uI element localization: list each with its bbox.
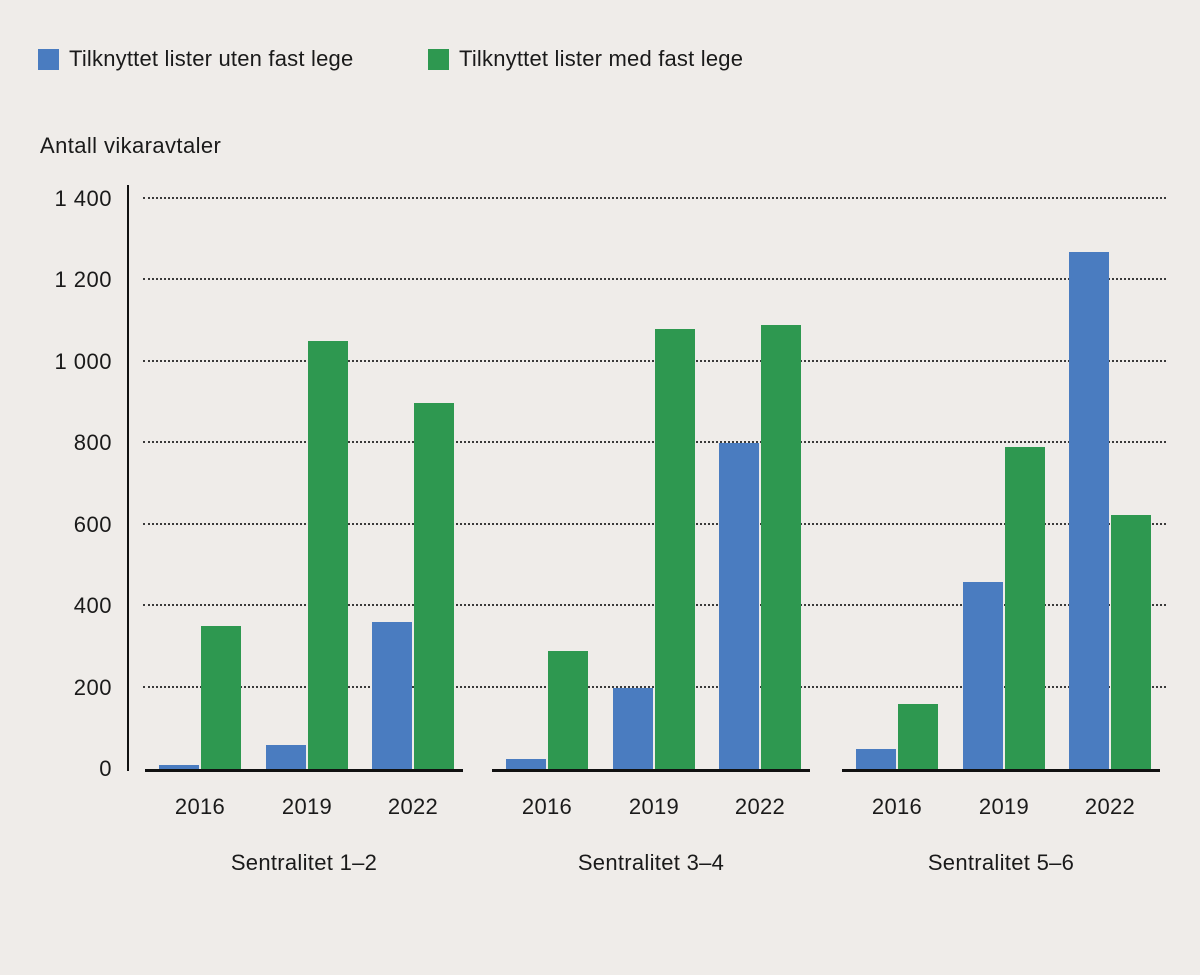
year-label: 2022: [387, 794, 439, 819]
gridline-400: [143, 604, 1166, 607]
legend-item-med-fast-lege: Tilknyttet lister med fast lege: [428, 46, 743, 72]
gridline-800: [143, 441, 1166, 444]
legend-swatch-blue: [38, 48, 59, 70]
year-label: 2016: [871, 794, 923, 819]
gridline-600: [143, 522, 1166, 525]
y-axis-tick-label: 0: [99, 756, 112, 781]
bar-med-fast-lege-Sentralitet 3–4-2022: [761, 325, 801, 769]
bar-uten-fast-lege-Sentralitet 5–6-2016: [856, 749, 896, 769]
bar-uten-fast-lege-Sentralitet 1–2-2016: [159, 765, 199, 769]
group-label: Sentralitet 1–2: [230, 850, 378, 875]
bar-med-fast-lege-Sentralitet 5–6-2016: [898, 704, 938, 769]
year-label: 2016: [521, 794, 573, 819]
y-axis-tick-label: 600: [73, 511, 112, 537]
bar-med-fast-lege-Sentralitet 5–6-2022: [1111, 515, 1151, 769]
legend-swatch-green: [428, 48, 449, 70]
year-label: 2019: [628, 794, 680, 819]
bar-med-fast-lege-Sentralitet 1–2-2022: [414, 403, 454, 769]
group-label: Sentralitet 5–6: [927, 850, 1075, 875]
y-axis-tick-label: 1 200: [54, 267, 112, 293]
gridline-1200: [143, 278, 1166, 281]
bar-med-fast-lege-Sentralitet 5–6-2019: [1005, 447, 1045, 769]
year-label: 2022: [1084, 794, 1136, 819]
bar-med-fast-lege-Sentralitet 3–4-2016: [548, 651, 588, 769]
legend-label-med-fast-lege: Tilknyttet lister med fast lege: [459, 46, 744, 71]
bar-med-fast-lege-Sentralitet 1–2-2019: [308, 341, 348, 769]
year-label: 2019: [978, 794, 1030, 819]
gridline-1000: [143, 359, 1166, 362]
gridline-200: [143, 685, 1166, 688]
y-axis-line: [127, 185, 129, 771]
bar-uten-fast-lege-Sentralitet 5–6-2019: [963, 582, 1003, 769]
bar-uten-fast-lege-Sentralitet 3–4-2016: [506, 759, 546, 769]
legend-item-uten-fast-lege: Tilknyttet lister uten fast lege: [38, 46, 353, 72]
x-axis-baseline: [145, 769, 463, 772]
x-axis-baseline: [492, 769, 810, 772]
gridline-1400: [143, 197, 1166, 199]
bar-med-fast-lege-Sentralitet 1–2-2016: [201, 626, 241, 769]
year-label: 2019: [281, 794, 333, 819]
bar-med-fast-lege-Sentralitet 3–4-2019: [655, 329, 695, 769]
y-axis-tick-label: 400: [73, 593, 112, 619]
legend-label-uten-fast-lege: Tilknyttet lister uten fast lege: [69, 46, 354, 71]
bar-uten-fast-lege-Sentralitet 3–4-2019: [613, 688, 653, 769]
group-label: Sentralitet 3–4: [577, 850, 725, 875]
year-label: 2022: [734, 794, 786, 819]
y-axis-tick-label: 1 000: [54, 348, 112, 374]
year-label: 2016: [174, 794, 226, 819]
y-axis-tick-label: 1 400: [54, 186, 112, 211]
bar-uten-fast-lege-Sentralitet 1–2-2022: [372, 622, 412, 769]
bar-uten-fast-lege-Sentralitet 1–2-2019: [266, 745, 306, 769]
bar-uten-fast-lege-Sentralitet 5–6-2022: [1069, 252, 1109, 769]
y-axis-tick-label: 200: [73, 674, 112, 700]
x-axis-baseline: [842, 769, 1160, 772]
bar-uten-fast-lege-Sentralitet 3–4-2022: [719, 443, 759, 769]
y-axis-tick-label: 800: [73, 430, 112, 456]
y-axis-title: Antall vikaravtaler: [40, 133, 222, 158]
